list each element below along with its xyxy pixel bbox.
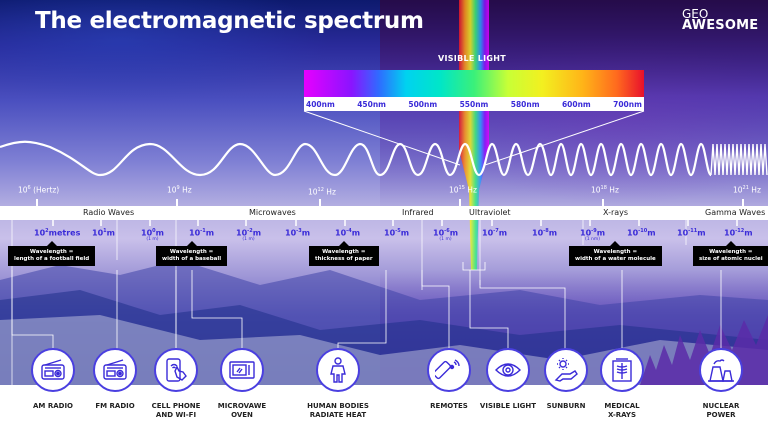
visible-light-scale: 400nm 450nm 500nm 550nm 580nm 600nm 700n… [304, 97, 644, 111]
wavelength-label: 10-11m [677, 228, 706, 238]
spectrum-band-bar [0, 206, 768, 220]
xray-icon [600, 348, 644, 392]
nm-label: 400nm [306, 99, 335, 109]
example-label-sunburn: SUNBURN [546, 402, 586, 410]
wavelength-label: 10-8m [532, 228, 558, 238]
bottom-label-strip [0, 385, 768, 432]
fm-radio-icon [93, 348, 137, 392]
cell-phone-icon [154, 348, 198, 392]
nm-label: 450nm [357, 99, 386, 109]
example-label-visible-light: VISIBLE LIGHT [479, 402, 537, 410]
visible-light-beam [459, 0, 489, 270]
example-label-nuclear-power: NUCLEAR POWER [702, 402, 740, 419]
frequency-label: 1018 Hz [591, 185, 619, 195]
wavelength-label: 10-12m [724, 228, 753, 238]
sunburn-icon [544, 348, 588, 392]
example-label-medical-xrays: MEDICAL X-RAYS [604, 402, 640, 419]
wavelength-label: 10-10m [627, 228, 656, 238]
band-gamma-waves: Gamma Waves [705, 208, 766, 217]
frequency-label: 1021 Hz [733, 185, 761, 195]
frequency-label: 1012 Hz [308, 187, 336, 197]
wavelength-label: 10-1m [189, 228, 215, 238]
nuclear-plant-icon [699, 348, 743, 392]
wavelength-label: 10-7m [482, 228, 508, 238]
wavelength-label: 10-4m [335, 228, 361, 238]
logo-line2: AWESOME [682, 18, 759, 33]
frequency-label: 106 (Hertz) [18, 185, 60, 195]
remote-control-icon [427, 348, 471, 392]
am-radio-icon [31, 348, 75, 392]
nm-label: 580nm [510, 99, 540, 109]
nm-label: 500nm [408, 99, 438, 109]
example-label-human-bodies: HUMAN BODIES RADIATE HEAT [307, 402, 369, 419]
human-body-icon [316, 348, 360, 392]
example-label-remotes: REMOTES [430, 402, 468, 410]
callout-football-field: Wavelength = length of a football field [8, 241, 96, 266]
wavelength-label: 101m [92, 228, 115, 238]
example-label-microwave: MICROVAWE OVEN [217, 402, 267, 419]
logo-line1: GEO [682, 7, 709, 21]
frequency-label: 1015 Hz [449, 185, 477, 195]
callout-baseball: Wavelength = width of a baseball [156, 241, 228, 266]
band-infrared: Infrared [402, 208, 434, 217]
eye-icon [486, 348, 530, 392]
band-radio-waves: Radio Waves [83, 208, 135, 217]
wavelength-label: 10-5m [384, 228, 410, 238]
band-ultraviolet: Ultraviolet [469, 208, 511, 217]
microwave-oven-icon [220, 348, 264, 392]
nm-label: 550nm [459, 99, 489, 109]
frequency-label: 109 Hz [167, 185, 192, 195]
callout-atomic-nuclei: Wavelength = size of atomic nuclei [693, 241, 768, 266]
wavelength-label: 10-2m (1 m) [236, 228, 262, 242]
visible-light-spectrum-bar [304, 70, 644, 97]
callout-water-molecule: Wavelength = width of a water molecule [569, 241, 662, 266]
example-label-cell-phone: CELL PHONE AND WI-FI [151, 402, 201, 419]
wavelength-label: 102metres [34, 228, 81, 238]
band-x-rays: X-rays [603, 208, 629, 217]
wavelength-label: 10-9m (1 nm) [580, 228, 606, 242]
wavelength-label: 100m (1 m) [141, 228, 164, 242]
example-label-am-radio: AM RADIO [33, 402, 73, 410]
wavelength-label: 10-3m [285, 228, 311, 238]
visible-light-title: VISIBLE LIGHT [437, 54, 507, 63]
nm-label: 700nm [613, 99, 642, 109]
callout-paper: Wavelength = thickness of paper [309, 241, 379, 266]
page-title: The electromagnetic spectrum [35, 8, 424, 34]
nm-label: 600nm [561, 99, 591, 109]
wavelength-label: 10-6m (1 m) [433, 228, 459, 242]
geo-awesome-logo: GEO AWESOME [682, 8, 758, 32]
example-label-fm-radio: FM RADIO [95, 402, 135, 410]
band-microwaves: Microwaves [249, 208, 296, 217]
